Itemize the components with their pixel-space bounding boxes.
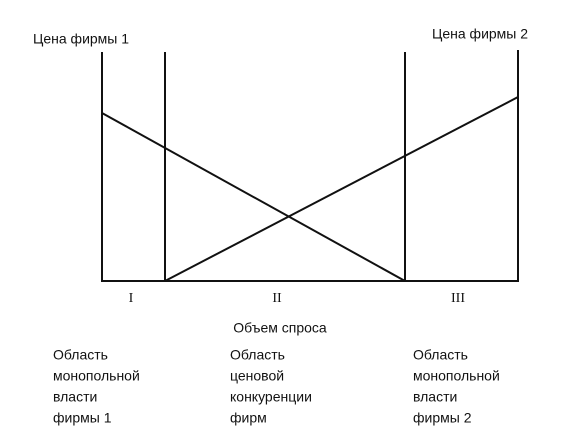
zone-description: фирмы 2 xyxy=(413,410,472,426)
zone-numeral: II xyxy=(272,291,282,306)
zone-numeral: I xyxy=(129,291,134,306)
zone-description: монопольной xyxy=(413,368,500,384)
right-axis-label: Цена фирмы 2 xyxy=(432,26,528,42)
zone-description: фирм xyxy=(230,410,267,426)
x-axis-label: Объем спроса xyxy=(233,320,327,336)
zone-numeral: III xyxy=(451,291,465,306)
zone-description: власти xyxy=(53,389,97,405)
zone-description: Область xyxy=(230,347,285,363)
left-axis-label: Цена фирмы 1 xyxy=(33,31,129,47)
price-line-firm2 xyxy=(164,96,519,282)
zone-description: Область xyxy=(53,347,108,363)
zone-description: власти xyxy=(413,389,457,405)
price-line-firm1 xyxy=(101,112,406,282)
zones: I Область монопольной власти фирмы 1 II Област… xyxy=(53,291,500,425)
zone-description: фирмы 1 xyxy=(53,410,112,426)
zone-description: ценовой xyxy=(230,368,284,384)
zone-description: Область xyxy=(413,347,468,363)
zone-description: конкуренции xyxy=(230,389,312,405)
zone-description: монопольной xyxy=(53,368,140,384)
